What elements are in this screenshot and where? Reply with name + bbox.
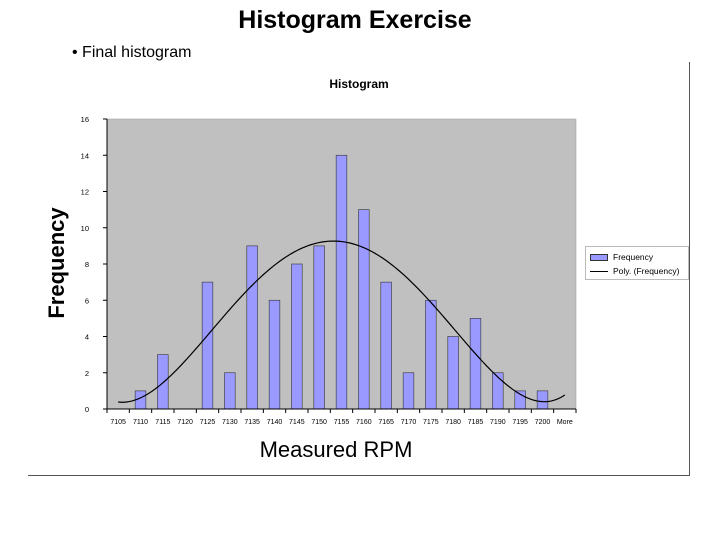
bar-7170 (402, 372, 415, 410)
x-tick-label: 7190 (490, 419, 506, 426)
legend-swatch-line (590, 270, 608, 272)
x-tick-label: 7105 (110, 419, 126, 426)
y-tick-label: 4 (85, 333, 89, 342)
x-tick-label: 7135 (244, 419, 260, 426)
x-tick-label: 7170 (401, 419, 417, 426)
x-tick-label: 7160 (356, 419, 372, 426)
bar-7180 (447, 336, 459, 410)
x-tick-label: 7130 (222, 419, 238, 426)
y-tick-label: 2 (85, 369, 89, 378)
x-tick-label: More (557, 419, 573, 426)
y-tick-label: 12 (81, 188, 89, 197)
bar-7140 (268, 299, 281, 410)
legend-label-trendline: Poly. (Frequency) (613, 266, 680, 276)
x-tick-label: 7155 (334, 419, 350, 426)
bar-7145 (291, 263, 303, 410)
x-tick-label: 7175 (423, 419, 439, 426)
bar-7135 (246, 245, 258, 410)
x-axis-label: Measured RPM (259, 437, 413, 462)
y-tick-label: 16 (81, 115, 89, 124)
x-tick-label: 7145 (289, 419, 305, 426)
bar-7185 (469, 318, 482, 410)
trendline (118, 240, 566, 403)
bar-7190 (492, 372, 504, 410)
x-tick-label: 7140 (267, 419, 283, 426)
x-tick-label: 7115 (155, 419, 170, 426)
x-tick-label: 7185 (468, 419, 484, 426)
x-tick-label: 7165 (378, 419, 394, 426)
x-tick-label: 7125 (200, 419, 216, 426)
bar-7165 (380, 281, 392, 410)
chart-frame (28, 62, 690, 476)
y-tick-label: 0 (85, 405, 89, 414)
y-tick-label: 10 (81, 224, 89, 233)
x-tick-label: 7150 (311, 419, 327, 426)
chart-legend: Frequency Poly. (Frequency) (585, 246, 689, 280)
legend-label-frequency: Frequency (613, 252, 654, 262)
chart-title: Histogram (329, 77, 388, 91)
bar-7125 (201, 281, 214, 410)
x-tick-label: 7120 (177, 419, 193, 426)
x-tick-label: 7180 (445, 419, 461, 426)
bar-7130 (224, 372, 236, 410)
bar-7160 (358, 209, 370, 410)
x-tick-label: 7110 (133, 419, 148, 426)
bar-7155 (335, 154, 348, 410)
y-axis-label: Frequency (44, 207, 69, 319)
slide-title: Histogram Exercise (238, 6, 472, 34)
y-tick-label: 6 (85, 296, 89, 305)
x-tick-label: 7195 (512, 419, 528, 426)
legend-item-trendline: Poly. (Frequency) (590, 265, 679, 277)
bar-7175 (425, 299, 437, 410)
y-tick-label: 14 (81, 151, 89, 160)
bullet-text: • Final histogram (72, 44, 192, 61)
bar-7200 (536, 390, 549, 410)
y-tick-label: 8 (85, 260, 89, 269)
x-tick-label: 7200 (535, 419, 551, 426)
bar-7115 (157, 354, 169, 410)
legend-swatch-bar (590, 253, 608, 261)
legend-item-frequency: Frequency (590, 251, 653, 263)
bar-7150 (313, 245, 325, 410)
